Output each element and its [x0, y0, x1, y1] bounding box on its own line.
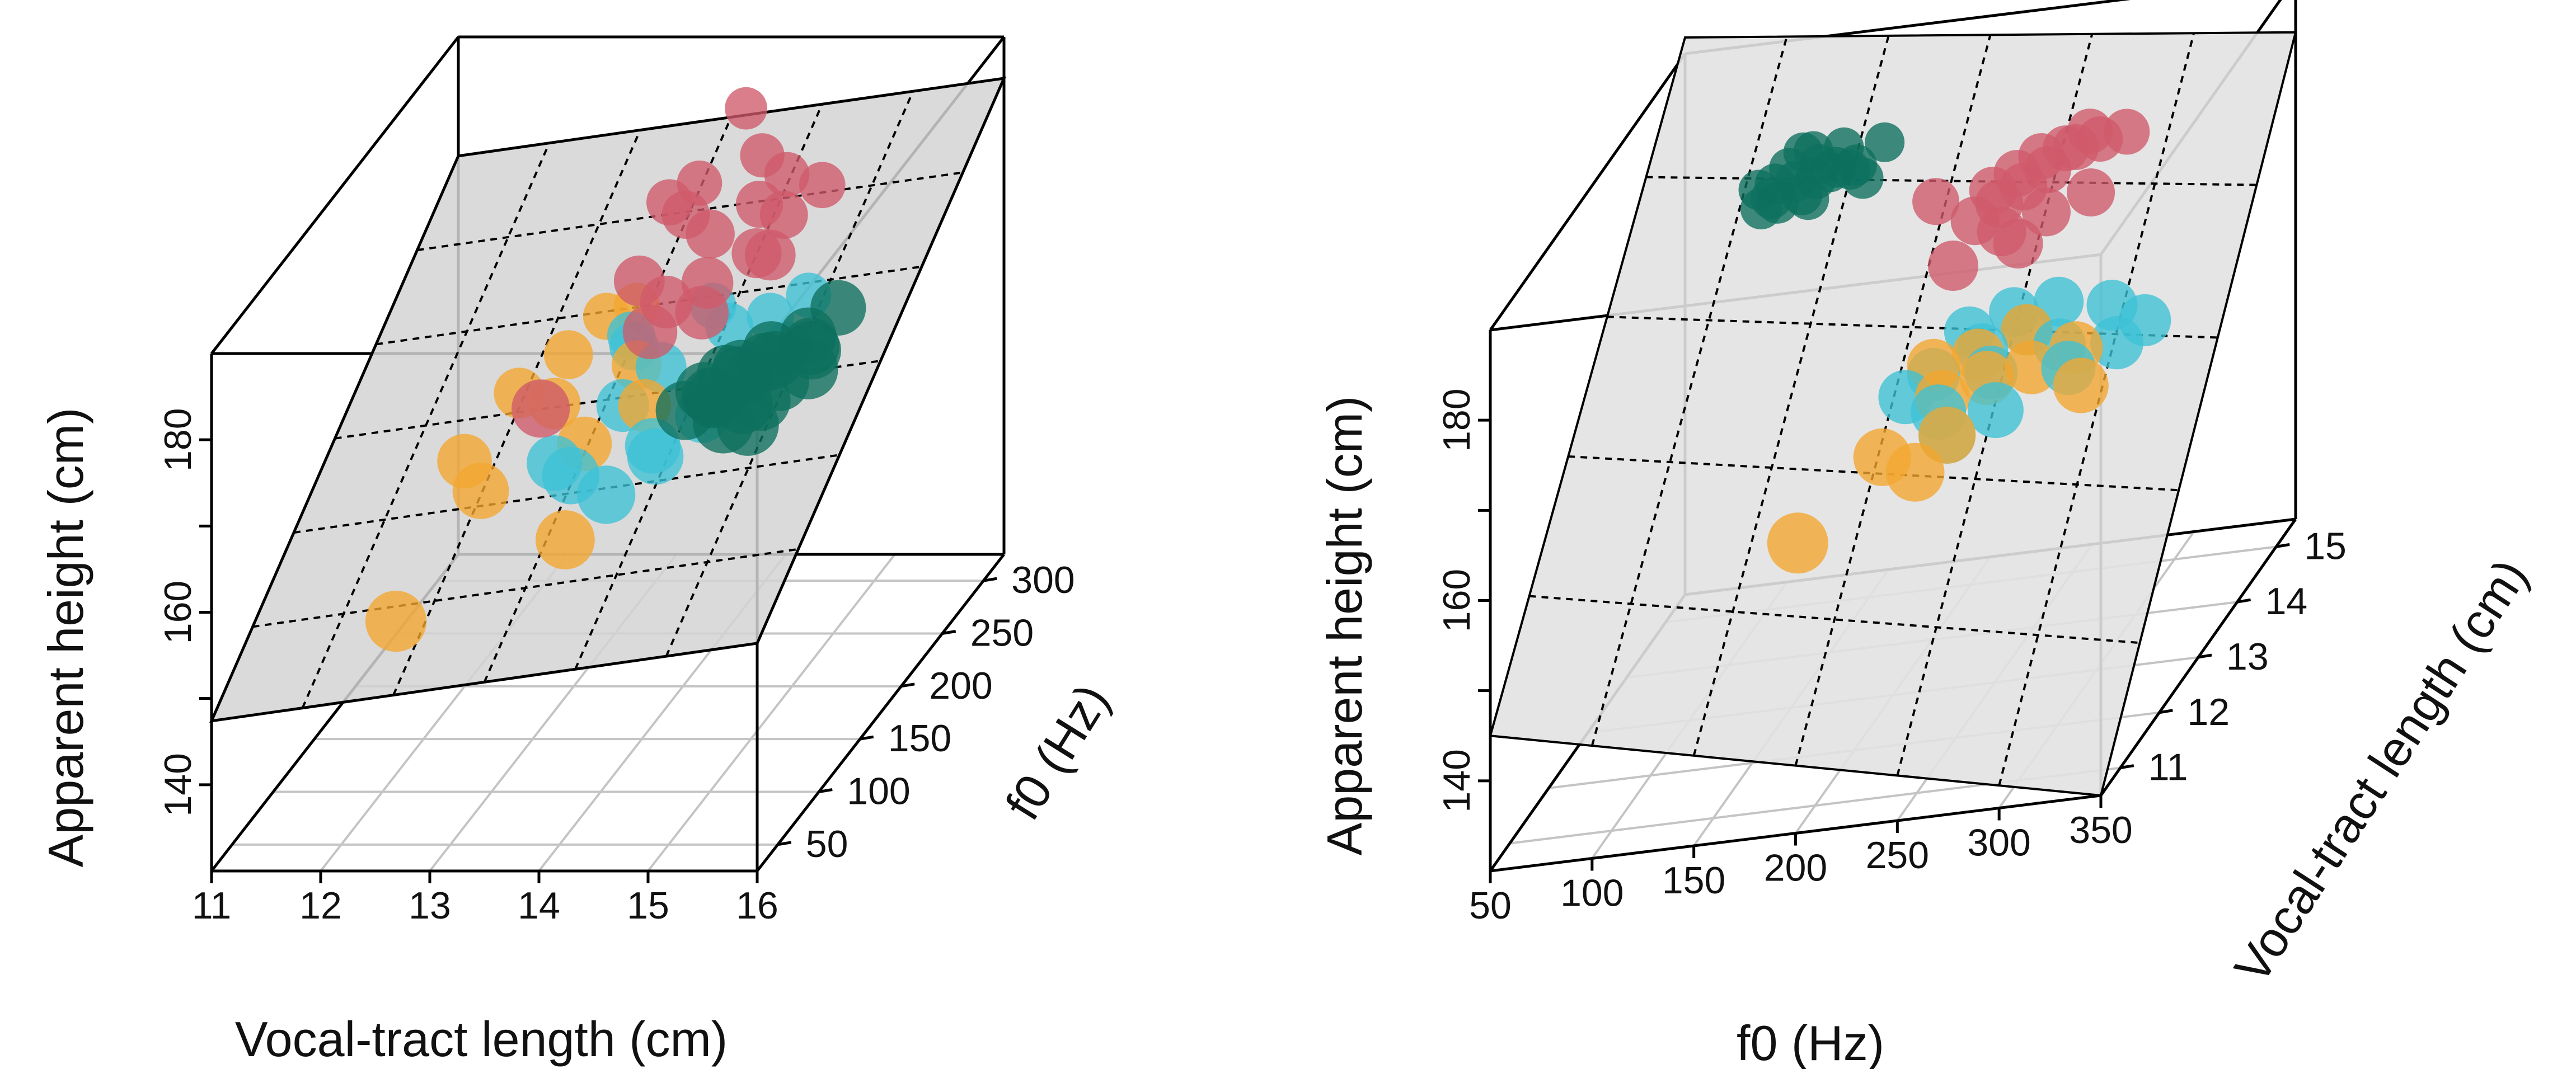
y-axis: 11 12 13 14 15: [2120, 525, 2347, 789]
x-tick-label: 50: [1469, 884, 1512, 927]
z-tick-label: 140: [157, 753, 199, 816]
data-point-red: [725, 87, 767, 130]
plane-mesh-line: [252, 548, 799, 628]
data-point-orange: [1885, 442, 1945, 502]
x-axis: 50 100 150 200 250 300 350: [1469, 795, 2133, 927]
data-point-cyan: [1967, 382, 2024, 439]
x-tick-label: 12: [299, 884, 342, 927]
z-tick-label: 160: [157, 581, 199, 644]
data-point-red: [2021, 187, 2071, 237]
plane-mesh-line: [1998, 32, 2195, 786]
y-tick: [777, 841, 792, 846]
y-tick: [2237, 598, 2251, 604]
y-tick: [2275, 543, 2290, 548]
data-point-red: [512, 379, 570, 438]
data-point-red: [2067, 168, 2115, 216]
data-point-orange: [2053, 357, 2109, 413]
x-tick-label: 16: [736, 884, 778, 927]
x-tick-label: 200: [1764, 847, 1827, 889]
plane-mesh-line: [1568, 455, 2179, 492]
x-tick-label: 15: [627, 884, 669, 927]
y-tick-label: 13: [2226, 635, 2269, 678]
data-point-cyan: [577, 465, 636, 524]
y-tick: [818, 788, 833, 793]
x-tick-label: 100: [1560, 872, 1624, 915]
z-tick-label: 140: [1435, 749, 1478, 812]
box-edge: [1489, 53, 1687, 331]
y-tick: [983, 577, 997, 582]
y-tick-label: 300: [1011, 559, 1074, 601]
x-axis-title: f0 (Hz): [1737, 1015, 1884, 1069]
x-tick-label: 150: [1662, 859, 1725, 902]
x-tick-label: 14: [518, 884, 560, 927]
data-point-red: [759, 191, 808, 239]
data-point-teal: [1756, 181, 1799, 224]
data-point-red: [2104, 109, 2150, 155]
y-tick-label: 150: [888, 717, 951, 760]
y-tick-label: 250: [970, 612, 1034, 654]
y-tick-label: 200: [929, 665, 992, 707]
y-tick-label: 15: [2304, 525, 2347, 567]
data-point-red: [1912, 178, 1960, 225]
z-axis-title: Apparent height (cm): [1317, 396, 1372, 856]
y-tick-label: 14: [2265, 580, 2308, 623]
z-tick-label: 180: [157, 408, 199, 471]
data-point-red: [1993, 219, 2043, 269]
z-axis: 140 160 180: [1435, 388, 1490, 813]
y-tick: [942, 630, 956, 635]
data-point-red: [1928, 241, 1978, 291]
y-tick-label: 11: [2148, 746, 2188, 789]
z-axis-title: Apparent height (cm): [38, 408, 93, 868]
right-3d-scatter-plot: 140 160 180 50 100 150 200 250 300 350 11 12 13 14 15 A…: [1317, 0, 2539, 1069]
data-point-teal: [716, 394, 779, 456]
data-point-teal: [778, 339, 838, 399]
z-axis: 140 160 180: [157, 408, 212, 817]
y-tick-label: 100: [847, 770, 910, 813]
data-point-red: [686, 209, 735, 259]
y-axis-title: f0 (Hz): [994, 675, 1120, 829]
data-point-red: [675, 286, 729, 340]
data-point-teal: [1842, 157, 1884, 199]
z-tick-label: 180: [1435, 388, 1478, 451]
x-tick-label: 13: [409, 884, 451, 927]
left-3d-scatter-plot: 140 160 180 11 12 13 14 15 16 50 100 150 200 250 300 Ap…: [38, 35, 1120, 1067]
data-point-orange: [365, 591, 427, 652]
data-points: [365, 87, 866, 652]
box-edge: [210, 36, 459, 355]
data-point-red: [744, 229, 796, 281]
data-point-orange: [1767, 512, 1828, 574]
x-axis: 11 12 13 14 15 16: [192, 871, 778, 927]
z-tick-label: 160: [1435, 569, 1478, 632]
data-point-cyan: [2090, 316, 2143, 370]
y-tick: [2120, 764, 2134, 770]
x-tick-label: 250: [1866, 834, 1929, 877]
grid-line: [647, 553, 896, 872]
y-axis: 50 100 150 200 250 300: [777, 559, 1075, 865]
x-tick-label: 11: [192, 884, 232, 927]
y-tick: [2159, 709, 2173, 714]
x-axis-title: Vocal-tract length (cm): [235, 1011, 728, 1067]
data-point-teal: [1865, 122, 1905, 162]
data-point-red: [764, 152, 810, 197]
data-point-teal: [1787, 178, 1829, 220]
y-tick: [2198, 653, 2212, 659]
data-point-cyan: [627, 428, 684, 485]
y-tick-label: 12: [2187, 691, 2230, 733]
data-points: [1738, 109, 2171, 574]
x-tick-label: 350: [2069, 809, 2132, 851]
box-edge: [756, 553, 1005, 872]
data-point-orange: [543, 330, 593, 379]
data-point-orange: [536, 510, 595, 569]
data-point-red: [799, 162, 846, 209]
x-tick-label: 300: [1967, 822, 2030, 864]
plane-mesh-line: [1794, 34, 1992, 766]
y-tick: [860, 735, 874, 741]
data-point-red: [622, 304, 678, 359]
y-tick: [900, 682, 915, 688]
plane-mesh-line: [1529, 595, 2140, 644]
y-tick-label: 50: [806, 823, 848, 865]
data-point-orange: [452, 463, 509, 519]
